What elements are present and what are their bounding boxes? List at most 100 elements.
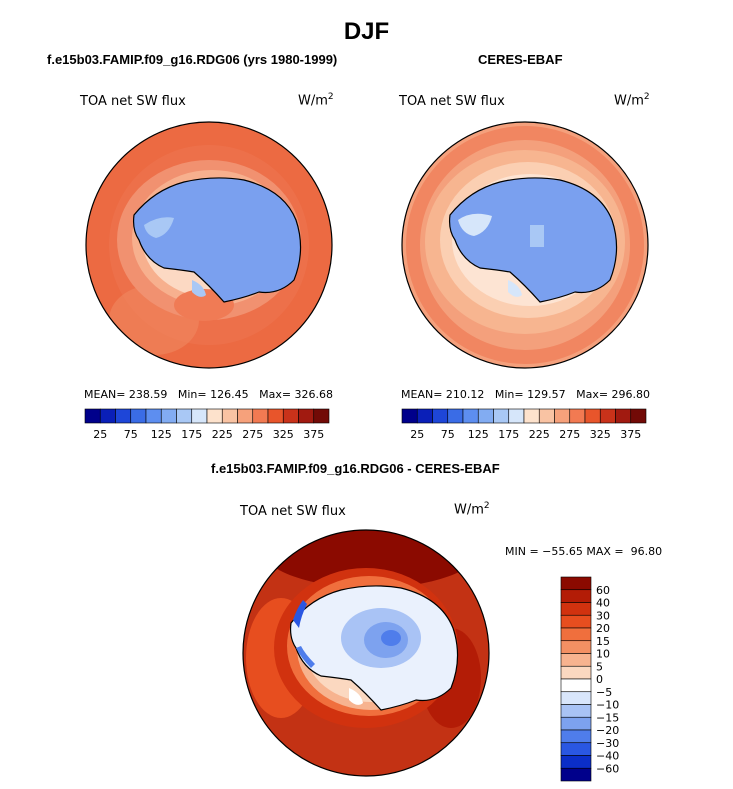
diff-polar-map [242, 529, 490, 777]
model-colorbar-swatch [191, 408, 208, 424]
model-colorbar-swatch [237, 408, 254, 424]
obs-colorbar-tick-label: 125 [468, 428, 489, 441]
diff-colorbar-swatch [560, 576, 592, 591]
diff-colorbar-swatch [560, 716, 592, 731]
model-colorbar-swatch [176, 408, 193, 424]
model-colorbar-swatch [160, 408, 177, 424]
model-colorbar-swatch [130, 408, 147, 424]
diff-colorbar-swatch [560, 640, 592, 654]
model-variable-label: TOA net SW flux [80, 94, 186, 109]
model-colorbar-tick-label: 325 [273, 428, 294, 441]
model-colorbar-swatch [313, 408, 330, 424]
model-panel-heading: f.e15b03.FAMIP.f09_g16.RDG06 (yrs 1980-1… [47, 52, 338, 67]
diff-colorbar-swatch [560, 755, 592, 769]
diff-panel-heading: f.e15b03.FAMIP.f09_g16.RDG06 - CERES-EBA… [211, 461, 500, 476]
obs-panel-heading: CERES-EBAF [478, 52, 563, 67]
obs-colorbar-swatch [599, 408, 616, 424]
obs-colorbar-tick-label: 75 [441, 428, 455, 441]
model-units-label: W/m2 [298, 92, 334, 109]
model-colorbar-tick-label: 225 [212, 428, 233, 441]
obs-colorbar-swatch [432, 408, 449, 424]
obs-colorbar-tick-label: 375 [620, 428, 641, 441]
model-colorbar-swatch [206, 408, 223, 424]
diff-colorbar-swatch [560, 614, 592, 629]
diff-colorbar-tick-label: −60 [596, 762, 619, 775]
diff-colorbar-tick-label: −5 [596, 686, 612, 699]
model-colorbar-tick-label: 75 [124, 428, 138, 441]
obs-map-border [401, 121, 649, 369]
obs-colorbar-swatch [493, 408, 510, 424]
model-polar-map [85, 121, 333, 369]
diff-variable-label: TOA net SW flux [240, 504, 346, 519]
obs-colorbar-tick-label: 275 [559, 428, 580, 441]
obs-colorbar-swatch [615, 408, 632, 424]
diff-colorbar-tick-label: 60 [596, 584, 610, 597]
diff-units-label: W/m2 [454, 501, 490, 518]
diff-colorbar-swatch [560, 602, 592, 616]
model-colorbar-swatch [221, 408, 238, 424]
obs-colorbar-swatch [416, 408, 433, 424]
model-colorbar-tick-label: 275 [242, 428, 263, 441]
model-colorbar-swatch [282, 408, 299, 424]
model-colorbar-swatch [252, 408, 269, 424]
model-colorbar-swatch [267, 408, 284, 424]
diff-colorbar-swatch [560, 627, 592, 642]
model-stats: MEAN= 238.59 Min= 126.45 Max= 326.68 [84, 388, 334, 401]
diff-colorbar-tick-label: 20 [596, 622, 610, 635]
diff-colorbar-tick-label: −40 [596, 750, 619, 763]
obs-colorbar: 25 75 125 175 225 275 325 375 [401, 408, 647, 441]
obs-colorbar-tick-label: 325 [590, 428, 611, 441]
model-antarctica [132, 177, 302, 303]
model-colorbar-swatch [84, 408, 101, 424]
diff-colorbar-tick-label: 0 [596, 673, 603, 686]
obs-variable-label: TOA net SW flux [399, 94, 505, 109]
obs-colorbar-swatch [554, 408, 571, 424]
obs-colorbar-swatch [508, 408, 525, 424]
model-colorbar-swatch [298, 408, 315, 424]
model-colorbar-tick-label: 125 [151, 428, 172, 441]
diff-colorbar-swatch [560, 653, 592, 667]
diff-colorbar-tick-label: 10 [596, 648, 610, 661]
diff-stats: MIN = −55.65 MAX = 96.80 [505, 545, 663, 558]
obs-units-label: W/m2 [614, 92, 650, 109]
diff-colorbar-tick-label: −10 [596, 699, 619, 712]
diff-colorbar-swatch [560, 589, 592, 603]
obs-colorbar-swatch [584, 408, 601, 424]
model-colorbar-tick-label: 25 [93, 428, 107, 441]
model-colorbar-swatch [145, 408, 162, 424]
obs-colorbar-tick-label: 225 [529, 428, 550, 441]
diff-colorbar-tick-label: 5 [596, 660, 603, 673]
obs-colorbar-tick-label: 175 [498, 428, 519, 441]
obs-colorbar-swatch [630, 408, 647, 424]
diff-colorbar-tick-label: −20 [596, 724, 619, 737]
diff-colorbar-tick-label: −30 [596, 737, 619, 750]
diff-colorbar-tick-label: 30 [596, 609, 610, 622]
obs-colorbar-swatch [569, 408, 586, 424]
model-colorbar-tick-label: 375 [303, 428, 324, 441]
diff-colorbar-swatch [560, 767, 592, 782]
diff-colorbar-tick-label: 15 [596, 635, 610, 648]
diff-colorbar-tick-label: 40 [596, 597, 610, 610]
obs-colorbar-swatch [477, 408, 494, 424]
diff-colorbar-swatch [560, 665, 592, 680]
diff-colorbar-swatch [560, 691, 592, 705]
diff-colorbar-swatch [560, 742, 592, 756]
model-colorbar-swatch [115, 408, 132, 424]
diff-map-border [242, 529, 490, 777]
obs-colorbar-tick-label: 25 [410, 428, 424, 441]
diff-colorbar-tick-label: −15 [596, 711, 619, 724]
obs-colorbar-swatch [462, 408, 479, 424]
obs-polar-map [401, 121, 649, 369]
model-colorbar-swatch [99, 408, 116, 424]
diff-colorbar-swatch [560, 729, 592, 744]
obs-colorbar-swatch [538, 408, 555, 424]
model-colorbar-tick-label: 175 [181, 428, 202, 441]
obs-stats: MEAN= 210.12 Min= 129.57 Max= 296.80 [401, 388, 651, 401]
obs-colorbar-swatch [523, 408, 540, 424]
figure-title: DJF [343, 18, 390, 45]
model-colorbar: 25 75 125 175 225 275 325 375 [84, 408, 330, 441]
diff-colorbar-swatch [560, 704, 592, 718]
obs-colorbar-swatch [447, 408, 464, 424]
diff-colorbar-swatch [560, 678, 592, 693]
